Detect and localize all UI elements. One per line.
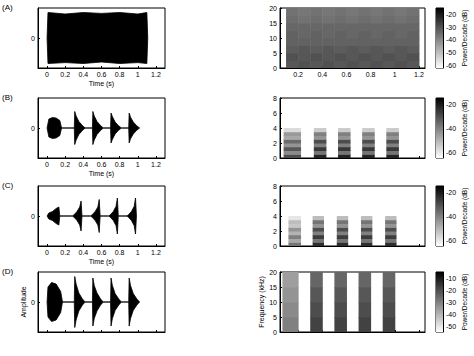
- svg-text:(A): (A): [2, 3, 13, 12]
- svg-text:-40: -40: [446, 311, 456, 318]
- svg-text:-60: -60: [446, 62, 456, 69]
- svg-text:Amplitude: Amplitude: [20, 286, 28, 317]
- svg-text:1.2: 1.2: [151, 161, 161, 168]
- svg-text:0.4: 0.4: [78, 71, 88, 78]
- svg-text:-50: -50: [446, 323, 456, 330]
- svg-text:0.2: 0.2: [293, 71, 303, 78]
- svg-text:10: 10: [269, 299, 277, 306]
- svg-text:-20: -20: [446, 11, 456, 18]
- svg-text:-50: -50: [446, 49, 456, 56]
- svg-text:1.2: 1.2: [151, 249, 161, 256]
- svg-text:-20: -20: [446, 287, 456, 294]
- svg-text:15: 15: [269, 284, 277, 291]
- svg-text:0: 0: [45, 249, 49, 256]
- svg-text:0: 0: [31, 213, 35, 220]
- svg-text:1: 1: [136, 249, 140, 256]
- svg-text:0.6: 0.6: [97, 249, 107, 256]
- svg-text:1: 1: [136, 71, 140, 78]
- svg-text:-30: -30: [446, 299, 456, 306]
- svg-text:6: 6: [273, 198, 277, 205]
- svg-text:Power/Decade (dB): Power/Decade (dB): [461, 274, 469, 331]
- svg-text:0: 0: [31, 299, 35, 306]
- svg-text:-60: -60: [446, 149, 456, 156]
- svg-text:Power/Decade (dB): Power/Decade (dB): [461, 100, 469, 157]
- svg-text:8: 8: [273, 183, 277, 190]
- svg-text:(D): (D): [2, 267, 13, 276]
- svg-text:Frequency (kHz): Frequency (kHz): [258, 276, 266, 328]
- svg-text:0: 0: [45, 161, 49, 168]
- svg-text:4: 4: [273, 125, 277, 132]
- svg-text:0: 0: [273, 243, 277, 250]
- svg-text:0.2: 0.2: [60, 161, 70, 168]
- svg-text:1.2: 1.2: [151, 71, 161, 78]
- svg-text:-40: -40: [446, 36, 456, 43]
- svg-text:15: 15: [269, 20, 277, 27]
- svg-text:-40: -40: [446, 125, 456, 132]
- svg-text:0.8: 0.8: [115, 249, 125, 256]
- svg-text:20: 20: [269, 5, 277, 12]
- svg-text:0: 0: [45, 71, 49, 78]
- svg-text:1: 1: [393, 71, 397, 78]
- svg-text:Time (s): Time (s): [89, 170, 114, 178]
- svg-text:0: 0: [31, 125, 35, 132]
- svg-text:Power/Decade (dB): Power/Decade (dB): [461, 10, 469, 67]
- svg-text:-30: -30: [446, 24, 456, 31]
- svg-text:0.4: 0.4: [78, 249, 88, 256]
- svg-text:-60: -60: [446, 237, 456, 244]
- svg-text:0.6: 0.6: [97, 71, 107, 78]
- svg-text:20: 20: [269, 269, 277, 276]
- svg-text:5: 5: [273, 50, 277, 57]
- svg-text:0.8: 0.8: [115, 71, 125, 78]
- svg-text:0.6: 0.6: [97, 161, 107, 168]
- svg-text:0.2: 0.2: [60, 71, 70, 78]
- svg-text:4: 4: [273, 213, 277, 220]
- svg-text:0: 0: [31, 35, 35, 42]
- svg-text:2: 2: [273, 228, 277, 235]
- svg-text:5: 5: [273, 314, 277, 321]
- svg-text:0.4: 0.4: [317, 71, 327, 78]
- svg-text:6: 6: [273, 110, 277, 117]
- svg-text:0.4: 0.4: [78, 161, 88, 168]
- svg-text:0.8: 0.8: [115, 161, 125, 168]
- svg-text:-10: -10: [446, 275, 456, 282]
- svg-text:1.2: 1.2: [414, 71, 424, 78]
- svg-text:0: 0: [273, 155, 277, 162]
- svg-text:-40: -40: [446, 213, 456, 220]
- svg-text:0.2: 0.2: [60, 249, 70, 256]
- svg-text:0: 0: [273, 65, 277, 72]
- svg-text:-20: -20: [446, 189, 456, 196]
- svg-text:Time (s): Time (s): [89, 258, 114, 266]
- svg-text:(B): (B): [2, 93, 13, 102]
- svg-text:0: 0: [273, 329, 277, 336]
- svg-text:0.8: 0.8: [366, 71, 376, 78]
- svg-text:-20: -20: [446, 101, 456, 108]
- svg-text:Time (s): Time (s): [89, 80, 114, 88]
- svg-text:1: 1: [136, 161, 140, 168]
- svg-text:Power/Decade (dB): Power/Decade (dB): [461, 188, 469, 245]
- svg-text:8: 8: [273, 95, 277, 102]
- svg-text:10: 10: [269, 35, 277, 42]
- svg-text:0.6: 0.6: [342, 71, 352, 78]
- svg-text:2: 2: [273, 140, 277, 147]
- svg-text:(C): (C): [2, 181, 13, 190]
